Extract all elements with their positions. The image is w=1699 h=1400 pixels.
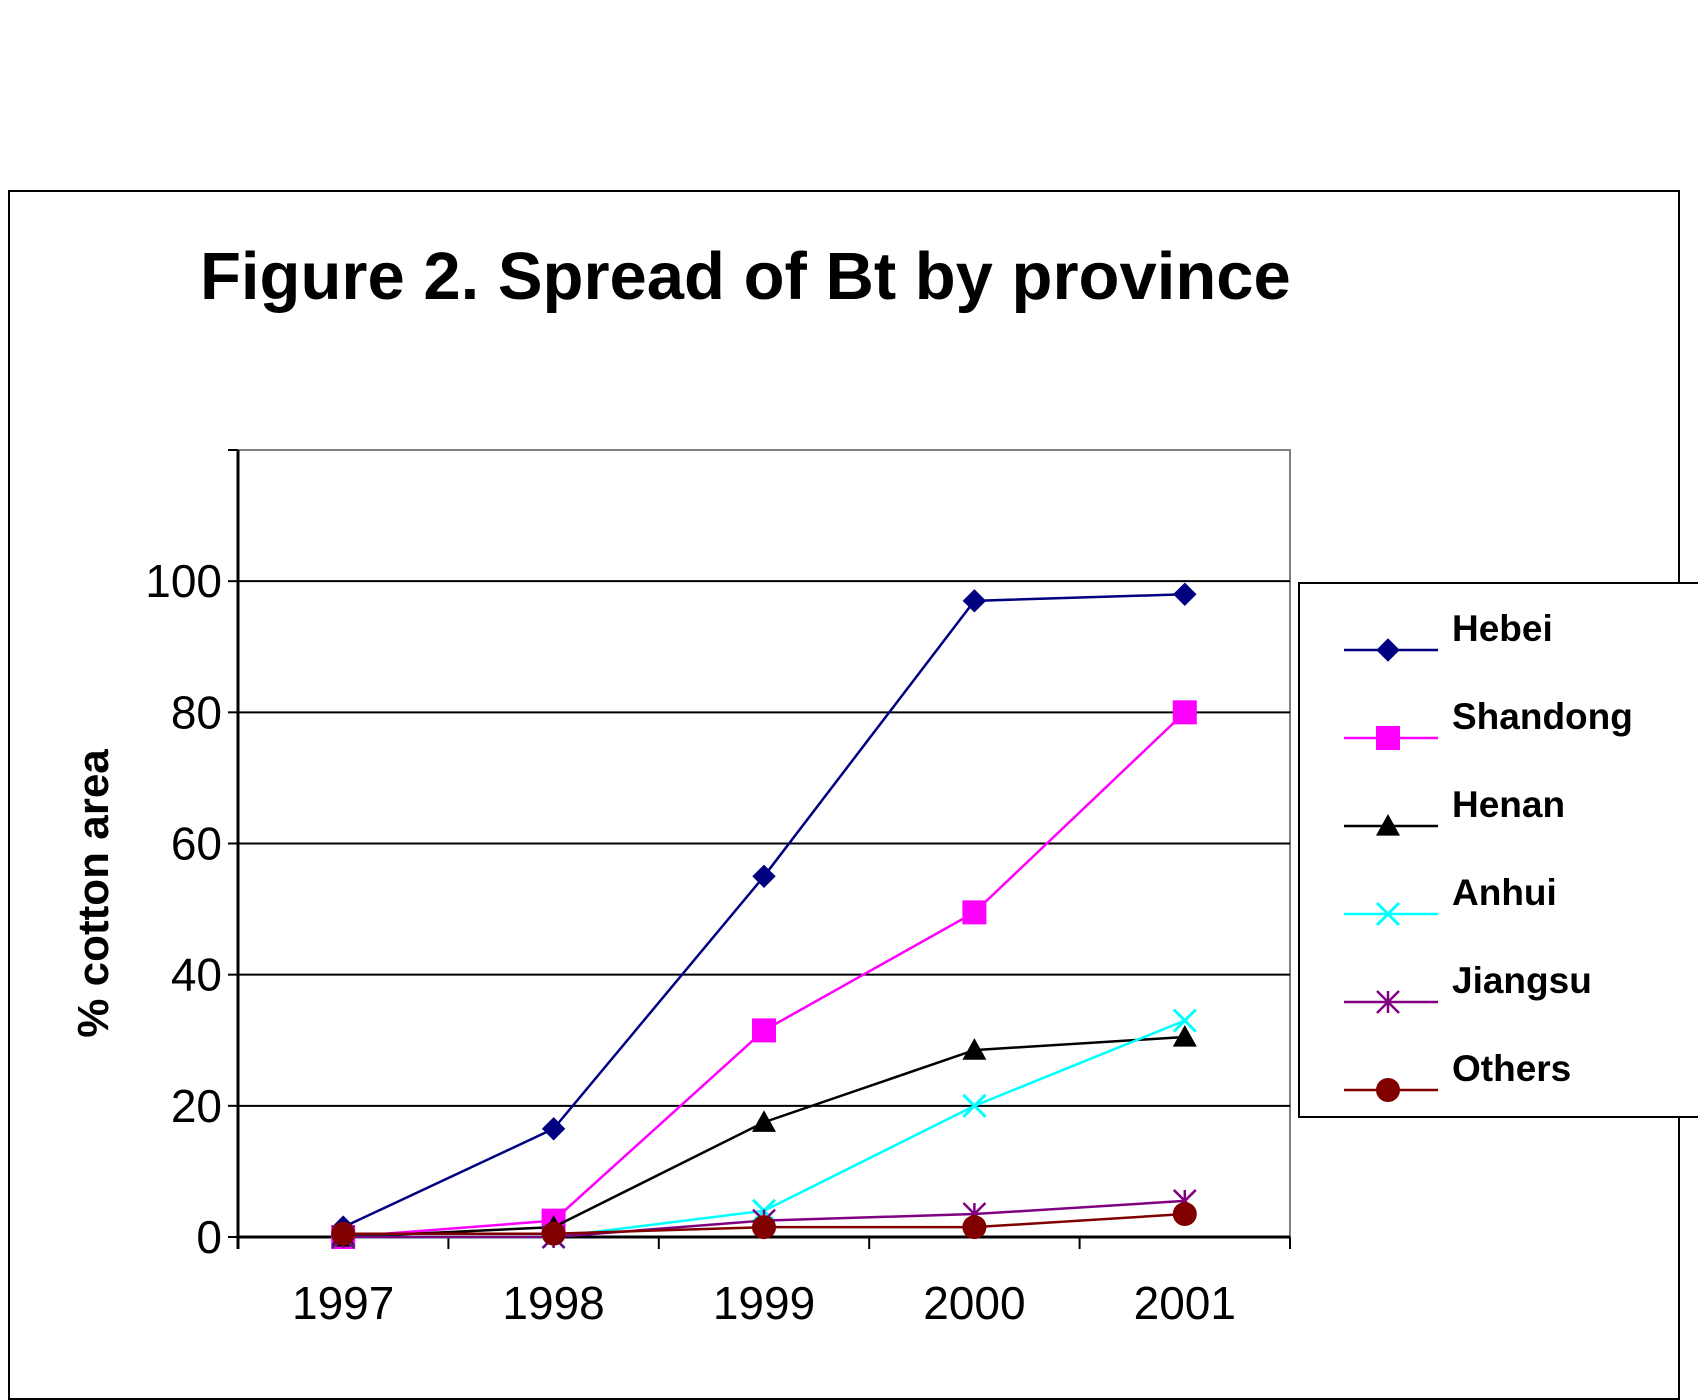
legend-symbol	[1344, 1078, 1438, 1102]
data-point	[541, 1221, 566, 1246]
data-point	[331, 1221, 356, 1246]
series-hebei	[331, 582, 1197, 1239]
legend-label: Jiangsu	[1452, 960, 1592, 1001]
legend-label: Others	[1452, 1048, 1572, 1089]
legend-item: Hebei	[1300, 604, 1699, 664]
data-point	[752, 1110, 776, 1132]
legend-item: Jiangsu	[1300, 956, 1699, 1016]
y-tick-label: 60	[171, 818, 222, 870]
series-line	[343, 1035, 1185, 1239]
series	[331, 582, 1197, 1250]
data-point	[752, 1018, 776, 1043]
x-tick-label: 1997	[292, 1277, 394, 1329]
chart-title: Figure 2. Spread of Bt by province	[200, 239, 1291, 314]
data-point	[541, 1117, 566, 1141]
legend-label: Anhui	[1452, 872, 1557, 913]
series-others	[331, 1202, 1197, 1246]
data-point	[962, 1038, 987, 1060]
legend-item: Others	[1300, 1044, 1699, 1104]
y-tick-label: 100	[145, 555, 222, 607]
legend-symbol	[1344, 726, 1438, 750]
data-point	[962, 589, 987, 613]
y-tick-label: 80	[171, 686, 222, 738]
legend-marker	[1375, 901, 1401, 927]
legend-label: Hebei	[1452, 608, 1553, 649]
legend-symbol	[1344, 638, 1438, 662]
data-point	[962, 1093, 987, 1118]
y-axis-title: % cotton area	[69, 749, 118, 1038]
y-tick-label: 20	[171, 1080, 222, 1132]
legend-item: Shandong	[1300, 692, 1699, 752]
legend-item: Anhui	[1300, 868, 1699, 928]
data-point	[1172, 1024, 1197, 1047]
data-point	[752, 1215, 776, 1240]
legend-marker	[1376, 814, 1400, 836]
y-tick-label: 40	[171, 949, 222, 1001]
legend-symbol	[1344, 901, 1438, 927]
legend-label: Henan	[1452, 784, 1566, 825]
data-point	[1172, 1202, 1197, 1227]
x-tick-label: 2001	[1134, 1277, 1236, 1329]
legend-symbol	[1344, 990, 1438, 1014]
data-point	[1173, 582, 1197, 606]
legend-marker	[1376, 638, 1400, 662]
legend-label: Shandong	[1452, 696, 1633, 737]
data-point	[962, 1215, 987, 1240]
data-point	[1172, 1008, 1197, 1033]
y-tick-label: 0	[196, 1211, 222, 1263]
legend-item: Henan	[1300, 780, 1699, 840]
axis-labels: 0 20 40 60 80 100 1997 1998 1999 2000 2001 % cotton…	[69, 555, 1236, 1329]
data-point	[1172, 700, 1197, 725]
legend: Hebei Shandong Henan Anhui Jiangsu Others	[1298, 582, 1698, 1118]
legend-symbol	[1344, 814, 1438, 836]
legend-marker	[1376, 1078, 1400, 1102]
series-line	[342, 593, 1185, 1229]
legend-marker	[1376, 726, 1400, 750]
x-tick-label: 1999	[713, 1277, 815, 1329]
x-tick-label: 2000	[923, 1277, 1025, 1329]
legend-marker	[1376, 990, 1400, 1014]
data-point	[962, 900, 987, 925]
data-point	[752, 864, 776, 888]
x-tick-label: 1998	[502, 1277, 604, 1329]
